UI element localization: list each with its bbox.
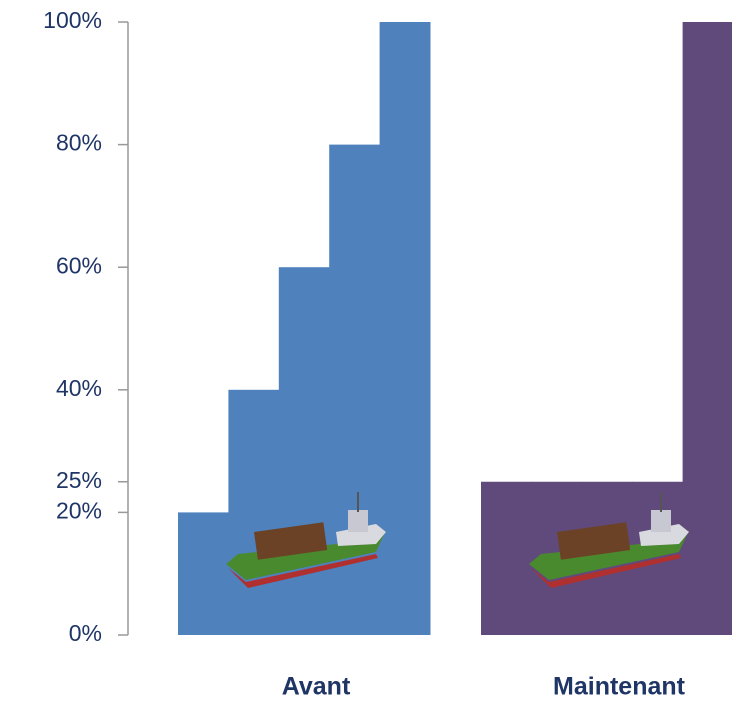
y-tick-label: 40%: [56, 375, 102, 401]
y-tick-label: 60%: [56, 252, 102, 278]
bar: [178, 512, 229, 635]
y-tick-label: 100%: [43, 7, 102, 33]
bar: [228, 389, 280, 635]
y-tick-label: 20%: [56, 497, 102, 523]
bar: [379, 22, 431, 635]
x-tick-label: Avant: [282, 673, 351, 701]
y-tick-label: 80%: [56, 130, 102, 156]
bar: [682, 22, 732, 635]
bar: [278, 267, 330, 635]
y-tick-label: 0%: [69, 620, 102, 646]
bar: [481, 481, 532, 635]
y-tick-label: 25%: [56, 467, 102, 493]
x-tick-label: Maintenant: [553, 673, 686, 701]
